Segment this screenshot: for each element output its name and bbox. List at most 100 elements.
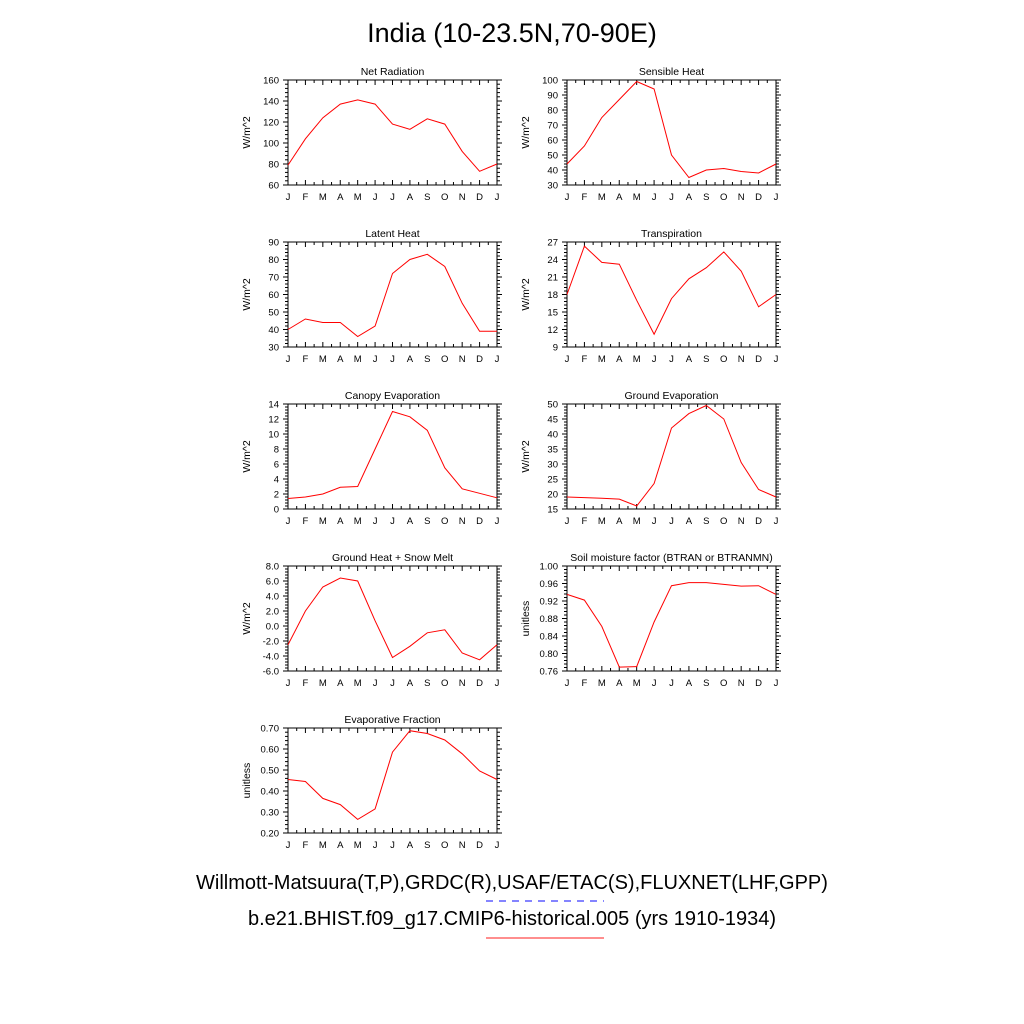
legend-label-model: b.e21.BHIST.f09_g17.CMIP6-historical.005…: [247, 908, 777, 930]
plot-frame: [287, 79, 498, 186]
x-tick-label: J: [774, 192, 779, 203]
x-tick-label: F: [582, 354, 588, 365]
x-tick-label: D: [755, 516, 762, 527]
x-tick-label: A: [407, 678, 414, 689]
plot-frame: [287, 241, 498, 348]
x-tick-label: J: [373, 354, 378, 365]
x-tick-label: D: [755, 192, 762, 203]
y-tick-label: 0.60: [261, 745, 280, 756]
y-tick-label: 8.0: [266, 562, 279, 573]
y-tick-label: 2.0: [266, 607, 279, 618]
y-tick-label: 0.92: [540, 597, 559, 608]
x-tick-label: A: [616, 354, 623, 365]
chart-title: Sensible Heat: [639, 66, 704, 78]
y-tick-label: -4.0: [263, 652, 279, 663]
x-tick-label: F: [582, 516, 588, 527]
x-tick-label: J: [495, 192, 500, 203]
x-tick-label: J: [373, 840, 378, 851]
y-tick-label: 0: [274, 505, 279, 516]
y-tick-label: 2: [274, 490, 279, 501]
x-tick-label: N: [738, 354, 745, 365]
x-tick-label: N: [459, 354, 466, 365]
y-axis-label: W/m^2: [241, 278, 253, 311]
y-axis-label: W/m^2: [520, 440, 532, 473]
x-tick-label: F: [303, 840, 309, 851]
x-tick-label: J: [495, 516, 500, 527]
x-tick-label: N: [459, 516, 466, 527]
y-tick-label: 8: [274, 445, 279, 456]
x-tick-label: J: [390, 192, 395, 203]
y-tick-label: 0.20: [261, 829, 280, 840]
x-tick-label: D: [755, 354, 762, 365]
x-tick-label: J: [774, 678, 779, 689]
x-tick-label: M: [354, 192, 362, 203]
x-tick-label: J: [774, 516, 779, 527]
y-tick-label: 30: [547, 460, 558, 471]
y-axis-label: W/m^2: [520, 278, 532, 311]
y-tick-label: 4: [274, 475, 279, 486]
x-tick-label: A: [337, 192, 344, 203]
plot-frame: [287, 403, 498, 510]
y-tick-label: 50: [268, 308, 279, 319]
y-tick-label: 80: [268, 255, 279, 266]
series-line: [287, 577, 498, 661]
x-tick-label: J: [652, 678, 657, 689]
y-tick-label: 50: [547, 400, 558, 411]
x-tick-label: O: [441, 354, 448, 365]
y-tick-label: 60: [547, 136, 558, 147]
chart-title: Ground Heat + Snow Melt: [332, 552, 453, 564]
y-tick-label: 90: [268, 238, 279, 249]
y-tick-label: 40: [547, 430, 558, 441]
x-tick-label: S: [424, 192, 430, 203]
series-line: [566, 582, 777, 668]
x-tick-label: J: [373, 192, 378, 203]
y-tick-label: 45: [547, 415, 558, 426]
x-tick-label: J: [565, 354, 570, 365]
chart-title: Soil moisture factor (BTRAN or BTRANMN): [570, 552, 772, 564]
x-tick-label: S: [424, 354, 430, 365]
x-tick-label: J: [565, 516, 570, 527]
y-tick-label: 0.88: [540, 614, 559, 625]
x-tick-label: D: [476, 354, 483, 365]
y-tick-label: 30: [547, 181, 558, 192]
x-tick-label: J: [652, 516, 657, 527]
x-tick-label: M: [598, 192, 606, 203]
x-tick-label: J: [286, 192, 291, 203]
x-tick-label: A: [407, 516, 414, 527]
series-line: [287, 253, 497, 338]
x-tick-label: O: [441, 840, 448, 851]
chart-title: Ground Evaporation: [625, 390, 719, 402]
y-tick-label: 0.80: [540, 649, 559, 660]
y-tick-label: 12: [268, 415, 279, 426]
y-tick-label: 50: [547, 151, 558, 162]
x-tick-label: J: [286, 678, 291, 689]
y-tick-label: 40: [268, 325, 279, 336]
y-tick-label: 25: [547, 475, 558, 486]
chart-title: Latent Heat: [365, 228, 419, 240]
x-tick-label: A: [337, 840, 344, 851]
y-tick-label: -6.0: [263, 667, 279, 678]
y-axis-label: unitless: [241, 763, 253, 799]
x-tick-label: N: [459, 678, 466, 689]
x-tick-label: S: [703, 354, 709, 365]
x-tick-label: J: [373, 678, 378, 689]
x-tick-label: F: [582, 192, 588, 203]
x-tick-label: S: [703, 516, 709, 527]
x-tick-label: D: [755, 678, 762, 689]
chart-title: Canopy Evaporation: [345, 390, 440, 402]
y-tick-label: 24: [547, 255, 558, 266]
x-tick-label: N: [738, 678, 745, 689]
x-tick-label: J: [286, 516, 291, 527]
x-tick-label: N: [459, 192, 466, 203]
y-tick-label: 1.00: [540, 562, 559, 573]
chart-title: Transpiration: [641, 228, 702, 240]
x-tick-label: S: [424, 678, 430, 689]
y-axis-label: W/m^2: [520, 116, 532, 149]
x-tick-label: M: [354, 678, 362, 689]
y-tick-label: 0.50: [261, 766, 280, 777]
